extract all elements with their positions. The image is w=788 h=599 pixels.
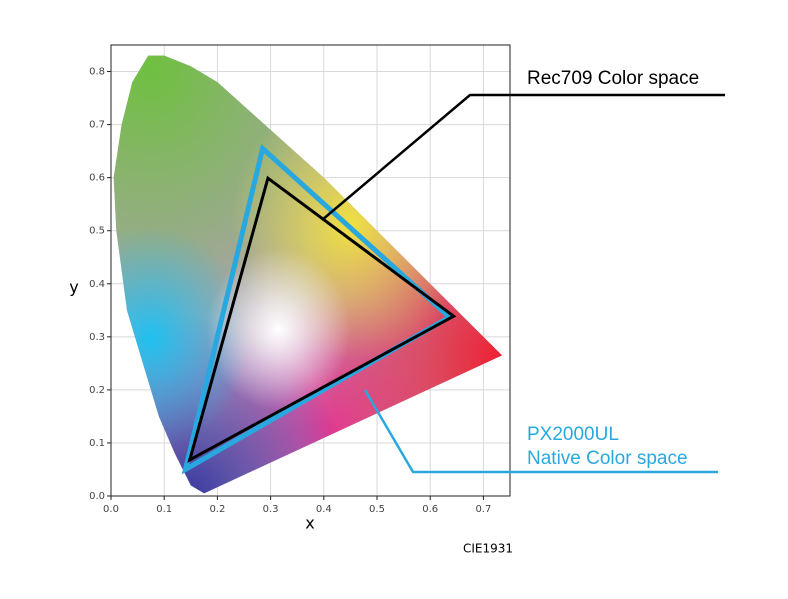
y-axis-label: y [69, 278, 78, 297]
y-tick-label: 0.2 [89, 385, 105, 396]
gamut-triangle [181, 143, 454, 475]
x-tick-label: 0.5 [369, 504, 385, 515]
x-tick-label: 0.1 [156, 504, 172, 515]
gamut-triangle [187, 175, 457, 463]
plot-frame [110, 44, 511, 497]
x-tick-label: 0.2 [209, 504, 225, 515]
y-tick-label: 0.4 [89, 279, 105, 290]
x-tick-label: 0.0 [103, 504, 119, 515]
annotation: Native Color space [527, 448, 688, 469]
y-tick-label: 0.6 [89, 173, 105, 184]
y-tick-label: 0.0 [89, 491, 105, 502]
leader-line [363, 389, 718, 474]
y-tick-label: 0.8 [89, 67, 105, 78]
annotation: PX2000UL [527, 424, 619, 445]
x-tick-label: 0.6 [422, 504, 438, 515]
y-tick-label: 0.3 [89, 332, 105, 343]
x-tick-label: 0.3 [263, 504, 279, 515]
annotation: Rec709 Color space [527, 68, 699, 89]
marks [181, 143, 457, 475]
leader-line [321, 93, 725, 221]
x-tick-label: 0.7 [475, 504, 491, 515]
y-tick-label: 0.5 [89, 226, 105, 237]
y-tick-label: 0.7 [89, 120, 105, 131]
x-tick-label: 0.4 [316, 504, 332, 515]
x-axis-label: x [305, 514, 314, 533]
y-tick-label: 0.1 [89, 438, 105, 449]
footnote: CIE1931 [463, 542, 513, 556]
